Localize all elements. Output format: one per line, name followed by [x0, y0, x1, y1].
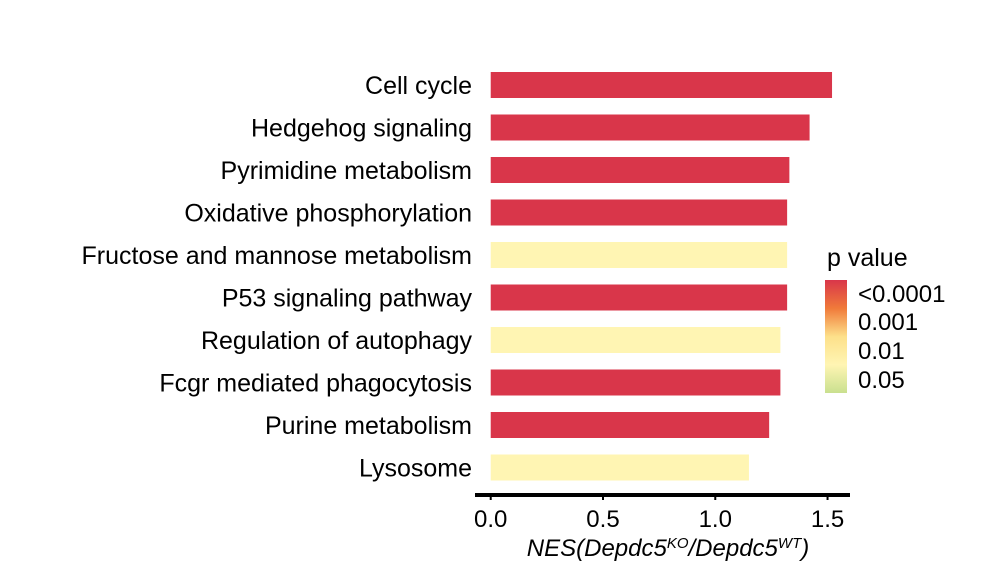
bar-hedgehog-signaling — [490, 114, 810, 141]
bar-fructose-and-mannose-metabolism — [490, 242, 788, 268]
bar-oxidative-phosphorylation — [490, 199, 788, 226]
category-label: P53 signaling pathway — [222, 285, 473, 313]
legend-color-gradient — [825, 280, 847, 393]
category-label: Fcgr mediated phagocytosis — [159, 370, 472, 398]
bar-fcgr-mediated-phagocytosis — [490, 369, 781, 396]
legend-label: 0.05 — [858, 367, 905, 394]
bars-group — [490, 72, 833, 481]
bar-pyrimidine-metabolism — [490, 157, 790, 183]
legend-title: p value — [827, 244, 908, 272]
bar-purine-metabolism — [490, 412, 770, 438]
x-tick-label: 1.5 — [811, 506, 844, 533]
category-label: Lysosome — [359, 455, 472, 483]
category-label: Fructose and mannose metabolism — [82, 242, 472, 270]
bar-cell-cycle — [490, 72, 833, 98]
category-label: Hedgehog signaling — [251, 115, 472, 143]
category-labels-group: Cell cycle Hedgehog signaling Pyrimidine m… — [82, 72, 473, 483]
x-tick-label: 0.5 — [586, 506, 619, 533]
bar-p53-signaling-pathway — [490, 284, 788, 311]
category-label: Regulation of autophagy — [201, 327, 473, 355]
bar-lysosome — [490, 454, 749, 481]
bar-regulation-of-autophagy — [490, 327, 781, 353]
category-label: Oxidative phosphorylation — [184, 200, 472, 228]
category-label: Pyrimidine metabolism — [221, 157, 472, 185]
x-tick-label: 1.0 — [699, 506, 732, 533]
x-axis-label: NES(Depdc5KO/Depdc5WT) — [527, 535, 809, 563]
legend-label: <0.0001 — [858, 281, 945, 308]
legend-label: 0.01 — [858, 338, 905, 365]
category-label: Cell cycle — [365, 72, 472, 100]
x-ticks-group: 0.0 0.5 1.0 1.5 — [474, 495, 844, 533]
category-label: Purine metabolism — [265, 412, 472, 440]
x-tick-label: 0.0 — [474, 506, 507, 533]
legend-label: 0.001 — [858, 309, 918, 336]
